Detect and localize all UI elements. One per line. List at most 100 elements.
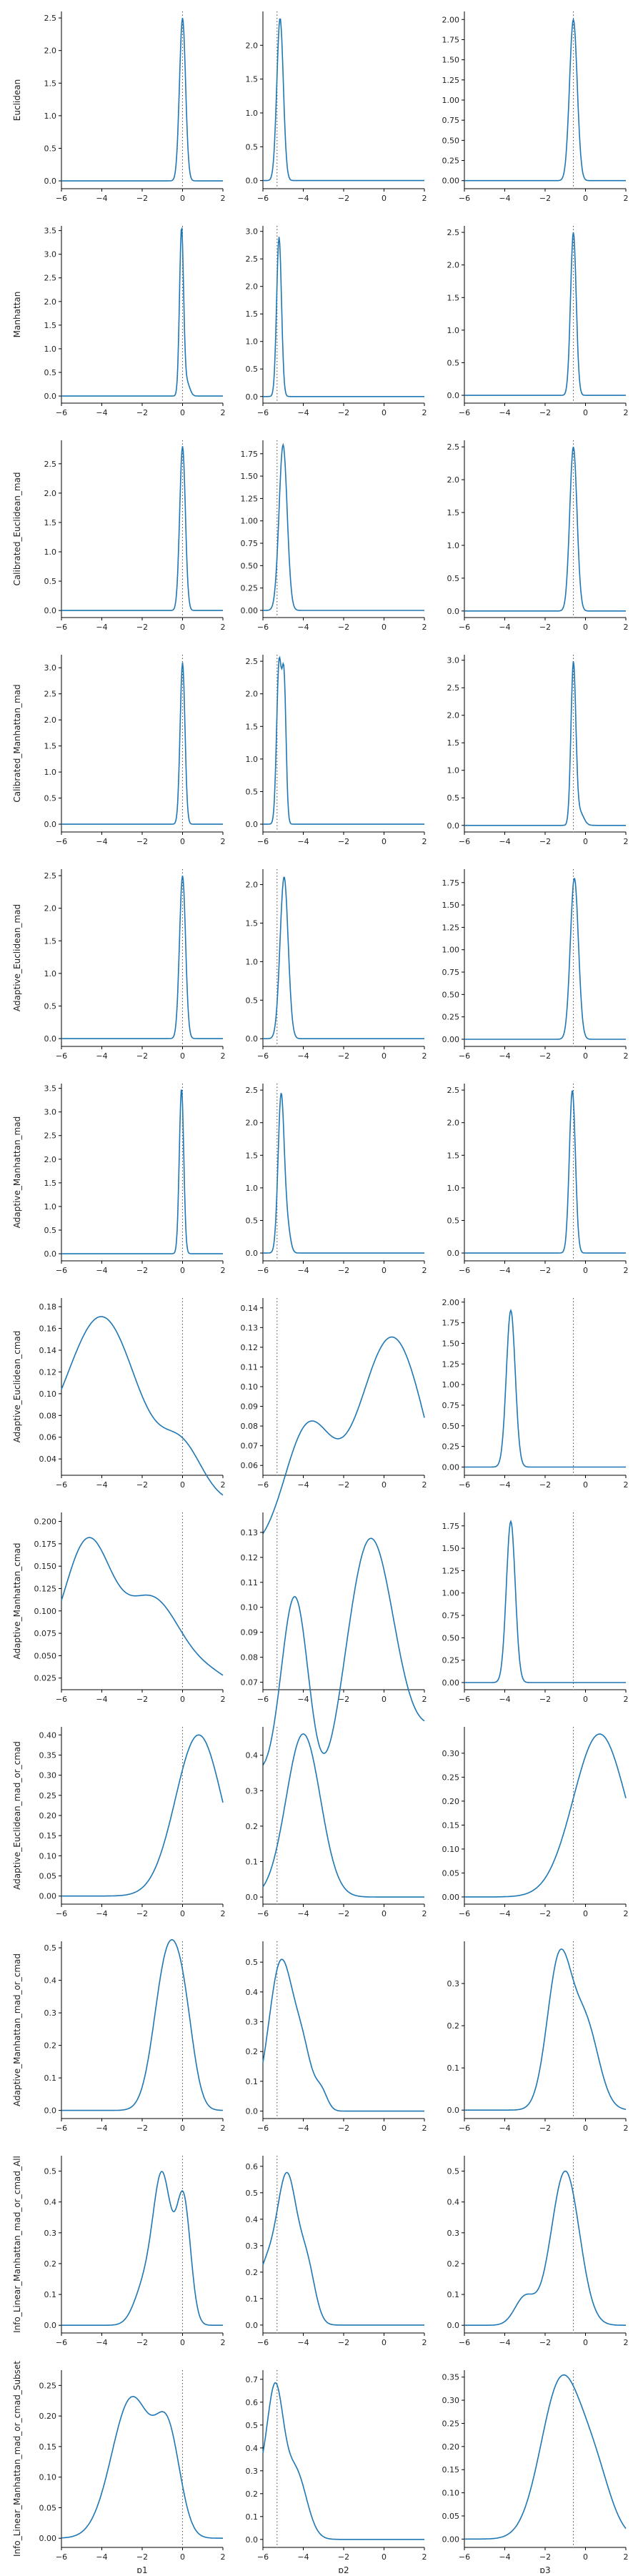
subplot-2-1: −6 −4 −2 0 2 0.00 0.25 0.50 0.75 1.00 1.25 1.50 1.75 (241, 440, 427, 632)
y-tick-label: 0.0 (246, 820, 259, 829)
x-tick-label: −4 (499, 408, 510, 417)
y-tick-label: 0.10 (39, 2473, 57, 2482)
subplot-11-2: −6 −4 −2 0 2 0.00 0.05 0.10 0.15 0.20 0.25 0.30 0.35… (442, 2370, 629, 2575)
y-tick-label: 0.3 (246, 2241, 259, 2251)
x-tick-label: 0 (180, 2338, 185, 2347)
x-tick-label: 2 (624, 1480, 629, 1490)
y-tick-label: 0.75 (442, 968, 460, 977)
y-tick-label: 2.5 (44, 14, 57, 23)
y-tick-label: 0.5 (246, 2421, 259, 2430)
density-curve (464, 232, 626, 396)
y-tick-label: 0.06 (241, 1461, 259, 1470)
y-tick-label: 0.15 (39, 2442, 57, 2452)
x-tick-label: 2 (221, 2338, 226, 2347)
y-tick-label: 0.5 (447, 574, 460, 583)
y-tick-label: 2.0 (246, 881, 259, 890)
y-tick-label: 1.5 (447, 508, 460, 517)
x-tick-label: −6 (459, 2338, 470, 2347)
y-tick-label: 0.0 (447, 2321, 460, 2330)
y-tick-label: 0.30 (442, 1749, 460, 1758)
y-tick-label: 1.0 (246, 755, 259, 764)
y-tick-label: 2.0 (44, 715, 57, 725)
x-tick-label: −6 (257, 1051, 269, 1061)
y-tick-label: 1.5 (246, 918, 259, 928)
y-tick-label: 0.5 (447, 358, 460, 367)
x-tick-label: −6 (257, 623, 269, 632)
x-tick-label: 0 (180, 623, 185, 632)
x-tick-label: 2 (221, 2124, 226, 2133)
y-tick-label: 0.0 (246, 1034, 259, 1044)
y-tick-label: 0.0 (447, 607, 460, 616)
subplot-7-2: −6 −4 −2 0 2 0.00 0.25 0.50 0.75 1.00 1.25 1.50 1.75 (442, 1512, 629, 1704)
y-tick-label: 0.1 (246, 2294, 259, 2304)
y-tick-label: 0.0 (447, 1249, 460, 1258)
y-tick-label: 0.3 (246, 2018, 259, 2027)
y-tick-label: 0.100 (34, 1607, 57, 1616)
y-tick-label: 1.25 (442, 1359, 460, 1369)
y-tick-label: 0.20 (442, 1797, 460, 1806)
y-tick-label: 1.0 (44, 345, 57, 354)
y-tick-label: 1.0 (44, 112, 57, 121)
density-curve (61, 1537, 224, 1676)
y-tick-label: 0.00 (39, 2534, 57, 2543)
x-tick-label: 0 (180, 194, 185, 203)
y-tick-label: 0.25 (442, 157, 460, 166)
x-tick-label: −4 (499, 1480, 510, 1490)
x-tick-label: 2 (221, 1051, 226, 1061)
y-tick-label: 0.4 (447, 2198, 460, 2207)
x-tick-label: 2 (624, 1051, 629, 1061)
x-tick-label: −6 (56, 1051, 67, 1061)
x-tick-label: −4 (499, 837, 510, 846)
x-tick-label: −4 (297, 1695, 309, 1704)
y-tick-label: 1.0 (447, 766, 460, 776)
x-tick-label: −4 (297, 1909, 309, 1918)
x-tick-label: 0 (180, 2124, 185, 2133)
y-tick-label: 1.0 (447, 1184, 460, 1193)
y-tick-label: 2.5 (447, 683, 460, 693)
subplot-7-1: −6 −4 −2 0 2 0.07 0.08 0.09 0.10 0.11 0.12 0.13 (241, 1512, 427, 1765)
x-tick-label: 2 (624, 2124, 629, 2133)
x-axis-label: p2 (338, 2565, 349, 2573)
y-tick-label: 1.0 (246, 337, 259, 347)
x-tick-label: −4 (297, 2124, 309, 2133)
density-curve (464, 1948, 627, 2111)
y-tick-label: 2.5 (44, 690, 57, 699)
x-tick-label: −6 (459, 2124, 470, 2133)
y-axis-label: Adaptive_Manhattan_mad_or_cmad (12, 1953, 22, 2106)
y-tick-label: 0.0 (44, 820, 57, 829)
y-tick-label: 1.5 (44, 321, 57, 330)
y-tick-label: 0.09 (241, 1628, 259, 1638)
y-tick-label: 0.5 (44, 368, 57, 377)
y-tick-label: 2.0 (246, 690, 259, 699)
y-tick-label: 0.0 (246, 1893, 259, 1902)
x-tick-label: 2 (422, 194, 427, 203)
y-tick-label: 1.5 (246, 1151, 259, 1160)
x-tick-label: 2 (221, 623, 226, 632)
x-tick-label: −2 (136, 1480, 148, 1490)
x-tick-label: −4 (96, 2338, 107, 2347)
y-tick-label: 0.1 (246, 2077, 259, 2086)
subplot-5-0: −6 −4 −2 0 2 0.0 0.5 1.0 1.5 2.0 2.5 3.0 3.5 Adaptive… (12, 1084, 226, 1275)
y-tick-label: 0.05 (442, 2512, 460, 2521)
x-tick-label: 2 (422, 1695, 427, 1704)
y-tick-label: 0.0 (447, 2106, 460, 2115)
y-tick-label: 0.5 (44, 144, 57, 153)
density-curve (464, 661, 626, 826)
x-tick-label: −6 (257, 1266, 269, 1275)
subplot-3-2: −6 −4 −2 0 2 0.0 0.5 1.0 1.5 2.0 2.5 3.0 (447, 655, 629, 846)
x-tick-label: −2 (539, 2124, 551, 2133)
y-tick-label: 3.0 (44, 1108, 57, 1117)
subplot-0-2: −6 −4 −2 0 2 0.00 0.25 0.50 0.75 1.00 1.25 1.50 1.75… (442, 11, 629, 203)
y-axis-label: Adaptive_Euclidean_mad_or_cmad (12, 1741, 22, 1890)
subplot-8-0: −6 −4 −2 0 2 0.00 0.05 0.10 0.15 0.20 0.25 0.30 0.35… (12, 1727, 226, 1918)
y-tick-label: 0.12 (241, 1553, 259, 1562)
x-tick-label: −2 (338, 837, 349, 846)
subplot-10-2: −6 −4 −2 0 2 0.0 0.1 0.2 0.3 0.4 0.5 (447, 2156, 629, 2347)
y-tick-label: 0.200 (34, 1517, 57, 1527)
x-tick-label: −6 (56, 1909, 67, 1918)
x-tick-label: −4 (297, 1051, 309, 1061)
y-tick-label: 0.25 (442, 1656, 460, 1665)
x-tick-label: −4 (499, 194, 510, 203)
x-tick-label: 0 (180, 1051, 185, 1061)
y-tick-label: 0.30 (442, 2396, 460, 2405)
